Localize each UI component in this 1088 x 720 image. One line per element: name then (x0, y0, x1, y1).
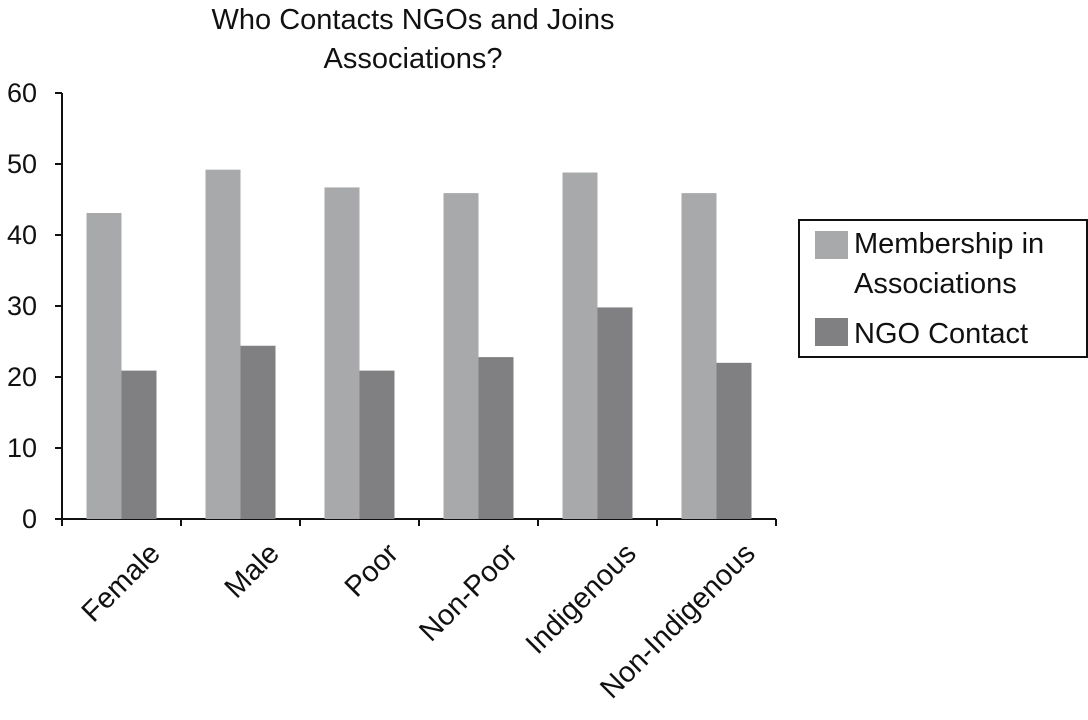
legend-label: NGO Contact (854, 318, 1028, 350)
x-tick-label: Non-Poor (413, 537, 524, 648)
y-tick-label: 60 (7, 78, 37, 108)
y-tick-label: 20 (7, 362, 37, 392)
bar (324, 187, 360, 519)
y-tick-label: 30 (7, 291, 37, 321)
chart-title-line-2: Associations? (324, 43, 503, 75)
bar (359, 370, 395, 519)
legend-label: Membership in (854, 228, 1044, 260)
bar (86, 212, 122, 520)
x-tick-label: Male (219, 537, 286, 604)
bars (86, 169, 752, 520)
x-tick-label: Female (76, 537, 167, 628)
y-tick-label: 40 (7, 220, 37, 250)
bar (716, 362, 752, 519)
bar (562, 172, 598, 519)
bar (597, 307, 633, 519)
legend: Membership in Associations NGO Contact (798, 219, 1088, 358)
chart-title: Who Contacts NGOs and Joins Associations… (212, 4, 615, 75)
legend-label: Associations (854, 268, 1017, 300)
bar (681, 193, 717, 520)
bar (121, 370, 157, 519)
y-tick-label: 50 (7, 149, 37, 179)
bar (240, 345, 276, 519)
bar (478, 357, 514, 519)
bar (205, 169, 241, 519)
chart-title-line-1: Who Contacts NGOs and Joins (212, 4, 615, 36)
x-tick-label: Poor (339, 537, 405, 603)
y-tick-label: 10 (7, 433, 37, 463)
y-tick-label: 0 (22, 504, 37, 534)
bar (443, 193, 479, 520)
legend-swatch (815, 231, 848, 259)
legend-swatch (815, 318, 848, 346)
x-tick-label: Indigenous (520, 537, 643, 660)
